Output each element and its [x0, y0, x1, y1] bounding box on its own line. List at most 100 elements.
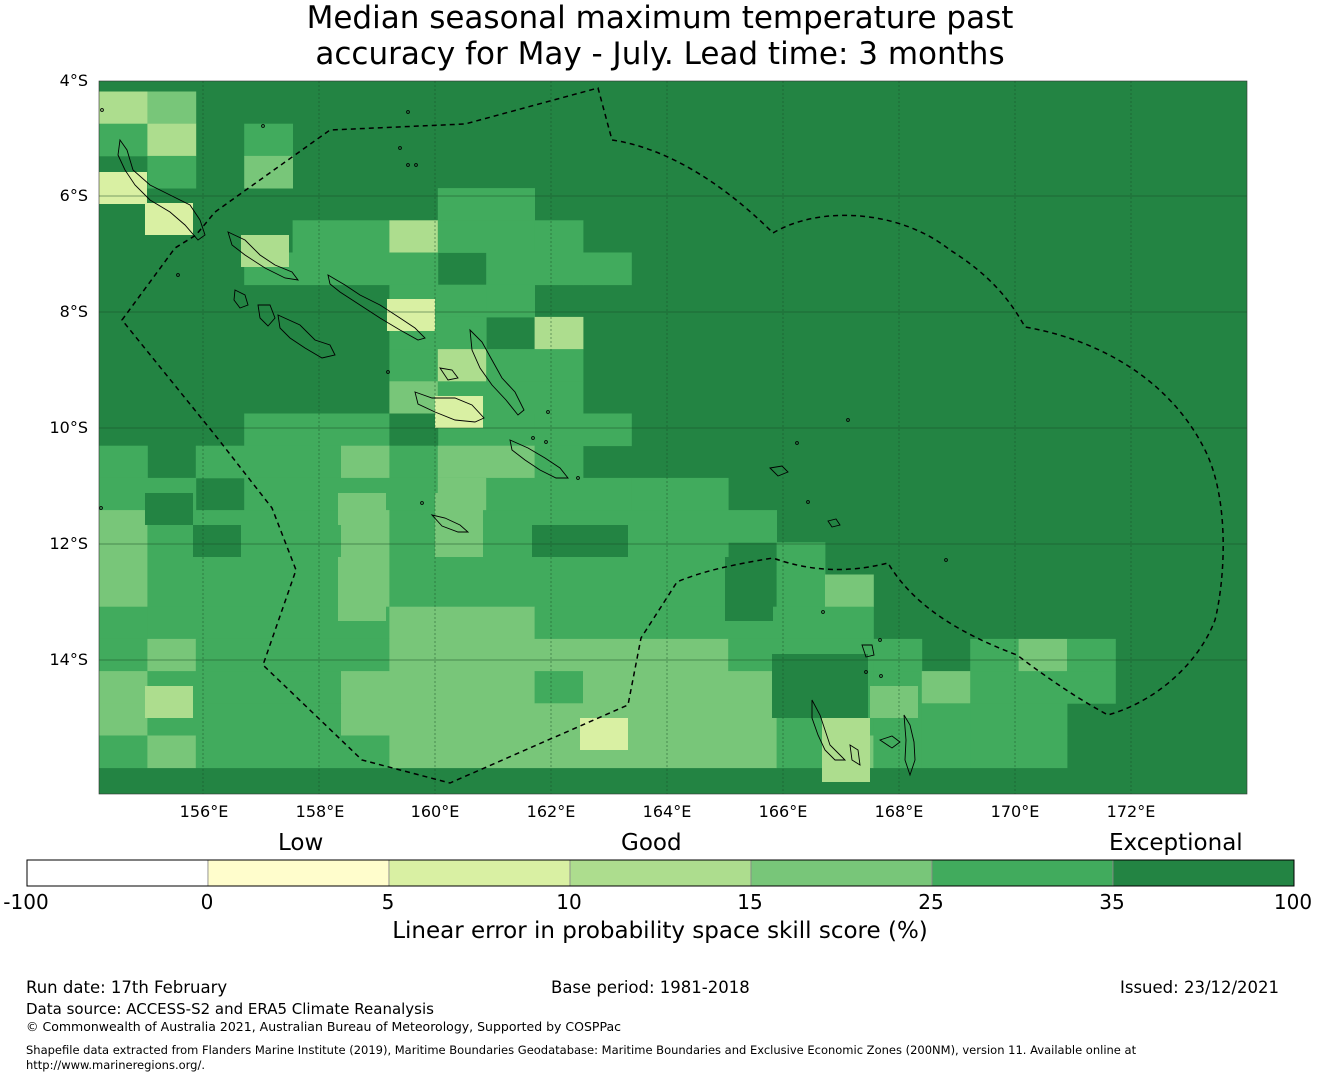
- skill-cell: [389, 606, 535, 640]
- eez-boundary: [121, 87, 1224, 784]
- colorbar-segment: [388, 859, 571, 887]
- islet: [176, 273, 180, 277]
- issued-date: Issued: 23/12/2021: [1120, 978, 1280, 997]
- skill-cell: [921, 735, 971, 769]
- colorbar: [26, 859, 1295, 887]
- islet: [846, 418, 850, 422]
- lon-label-164e: 164°E: [642, 802, 692, 821]
- island-coastline: [509, 439, 569, 479]
- skill-cell: [437, 220, 535, 253]
- skill-cell: [1018, 735, 1068, 769]
- islet: [944, 558, 948, 562]
- skill-cell: [486, 252, 584, 286]
- lat-label-8s: 8°S: [59, 302, 88, 321]
- islet: [879, 674, 883, 678]
- lat-label-10s: 10°S: [49, 418, 88, 437]
- skill-cell: [341, 703, 584, 736]
- skill-cell: [583, 671, 729, 704]
- colorbar-segment: [750, 859, 933, 887]
- islet: [99, 506, 103, 510]
- skill-cell: [437, 188, 535, 221]
- island-coastline: [878, 735, 901, 749]
- islet: [795, 441, 799, 445]
- island-coastline: [430, 514, 470, 533]
- skill-cell: [341, 445, 390, 479]
- colorbar-tick: 5: [381, 890, 395, 914]
- lon-label-156e: 156°E: [179, 802, 229, 821]
- island-coastline: [227, 231, 300, 281]
- island-coastline: [849, 744, 861, 766]
- skill-cell: [195, 735, 390, 769]
- islet: [821, 610, 825, 614]
- lon-label-172e: 172°E: [1106, 802, 1156, 821]
- colorbar-tick: 25: [918, 890, 944, 914]
- lat-label-14s: 14°S: [49, 650, 88, 669]
- colorbar-frame: [26, 859, 1295, 887]
- islet: [544, 440, 548, 444]
- islet: [414, 163, 418, 167]
- skill-cell: [147, 123, 197, 157]
- skill-cell: [99, 735, 148, 769]
- colorbar-tick: -100: [3, 890, 49, 914]
- skill-cell: [486, 284, 535, 318]
- island-coastline: [769, 465, 789, 477]
- skill-cell: [99, 542, 148, 575]
- skill-cell: [583, 252, 632, 286]
- skill-cell: [99, 123, 148, 157]
- lon-label-160e: 160°E: [410, 802, 460, 821]
- skill-cell: [921, 703, 971, 736]
- skill-cell: [99, 606, 148, 640]
- skill-cell: [970, 735, 1019, 769]
- skill-cell: [534, 671, 584, 704]
- islet: [386, 370, 390, 374]
- skill-cell: [145, 493, 193, 525]
- island-coastline: [861, 644, 875, 658]
- island-coastline: [277, 314, 336, 359]
- skill-cell: [1018, 671, 1068, 704]
- title-line-2: accuracy for May - July. Lead time: 3 mo…: [315, 36, 1005, 72]
- skill-cell: [389, 413, 439, 447]
- skill-cell: [145, 203, 193, 235]
- colorbar-tick: 100: [1273, 890, 1313, 914]
- skill-cell: [825, 574, 874, 608]
- skill-cell: [244, 413, 390, 447]
- colorbar-tick: 0: [200, 890, 214, 914]
- lat-label-6s: 6°S: [59, 186, 88, 205]
- islet: [100, 108, 104, 112]
- skill-cell: [389, 220, 439, 253]
- skill-cell: [99, 91, 148, 125]
- skill-cell: [147, 91, 197, 125]
- skill-cell: [776, 574, 826, 608]
- skill-cell: [437, 445, 535, 479]
- skill-cell: [534, 445, 584, 479]
- skill-cell: [147, 638, 197, 672]
- skill-cell: [1018, 703, 1068, 736]
- colorbar-segment: [1112, 859, 1295, 887]
- skill-cell: [772, 654, 868, 718]
- skill-cell: [970, 703, 1019, 736]
- shapefile-credit-line-1: Shapefile data extracted from Flanders M…: [26, 1043, 1137, 1057]
- skill-cell: [583, 638, 729, 672]
- island-coastline: [811, 699, 847, 761]
- skill-cell: [486, 477, 632, 511]
- map-gridlines: [99, 81, 1247, 794]
- island-coastline: [827, 518, 841, 528]
- skill-cell: [147, 735, 197, 769]
- skill-cell: [389, 638, 584, 672]
- skill-cell: [725, 557, 773, 621]
- skill-cell: [970, 638, 1019, 672]
- skill-cell: [776, 542, 826, 575]
- skill-cell: [728, 703, 777, 736]
- base-period: Base period: 1981-2018: [551, 978, 750, 997]
- island-coastline: [233, 289, 249, 309]
- islet: [420, 501, 424, 505]
- islet: [806, 500, 810, 504]
- islet: [878, 638, 882, 642]
- skill-cell: [195, 445, 342, 479]
- skill-cell: [728, 671, 777, 704]
- skill-cell: [389, 349, 439, 382]
- lon-label-158e: 158°E: [295, 802, 345, 821]
- lon-label-162e: 162°E: [526, 802, 576, 821]
- islet: [864, 670, 868, 674]
